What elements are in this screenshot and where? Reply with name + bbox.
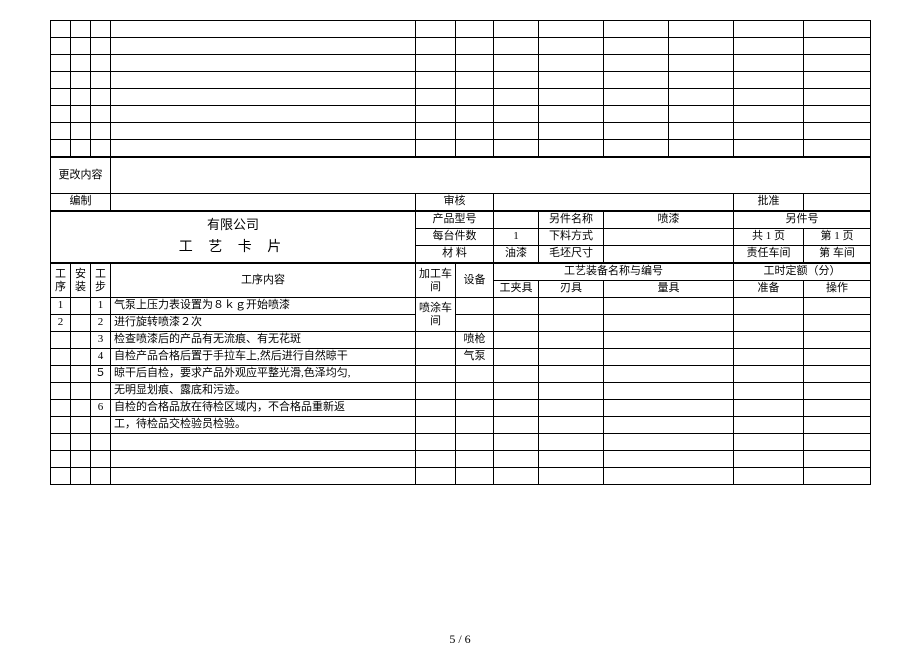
blanking-method-label: 下料方式 bbox=[539, 229, 604, 246]
table-row: 工，待检品交检验员检验。 bbox=[51, 417, 871, 434]
cell-content: 自检产品合格后置于手拉车上,然后进行自然晾干 bbox=[111, 349, 416, 366]
cell-step: 2 bbox=[91, 315, 111, 332]
cell-equipment: 气泵 bbox=[456, 349, 494, 366]
cell-step: 3 bbox=[91, 332, 111, 349]
product-model-value bbox=[494, 212, 539, 229]
hdr-time-quota: 工时定额（分） bbox=[734, 264, 871, 281]
table-row: 4 自检产品合格后置于手拉车上,然后进行自然晾干 气泵 bbox=[51, 349, 871, 366]
prepared-by-label: 编制 bbox=[51, 194, 111, 211]
change-content-label: 更改内容 bbox=[51, 158, 111, 194]
shop-n: 第 车间 bbox=[804, 246, 871, 263]
table-row: 3 检查喷漆后的产品有无流痕、有无花斑 喷枪 bbox=[51, 332, 871, 349]
page-n: 第 1 页 bbox=[804, 229, 871, 246]
card-title: 工 艺 卡 片 bbox=[54, 240, 412, 257]
page-indicator: 5 / 6 bbox=[449, 632, 470, 647]
hdr-fixture: 工夹具 bbox=[494, 281, 539, 298]
material-label: 材 料 bbox=[416, 246, 494, 263]
cell-content: 晾干后自检，要求产品外观应平整光滑,色泽均匀, bbox=[111, 366, 416, 383]
table-row: 6 自检的合格品放在待检区域内，不合格品重新返 bbox=[51, 400, 871, 417]
cell-equipment: 喷枪 bbox=[456, 332, 494, 349]
hdr-workshop: 加工车间 bbox=[416, 264, 456, 298]
approved-by-value bbox=[804, 194, 871, 211]
header-info-table: 有限公司 工 艺 卡 片 产品型号 另件名称 喷漆 另件号 每台件数 1 下料方… bbox=[50, 211, 871, 263]
hdr-equipment: 设备 bbox=[456, 264, 494, 298]
cell-step: ５ bbox=[91, 366, 111, 383]
change-content-value bbox=[111, 158, 871, 194]
other-name-label: 另件名称 bbox=[539, 212, 604, 229]
cell-content: 自检的合格品放在待检区域内，不合格品重新返 bbox=[111, 400, 416, 417]
change-approval-table: 更改内容 编制 审核 批准 bbox=[50, 157, 871, 211]
hdr-proc: 工序 bbox=[51, 264, 71, 298]
cell-equipment bbox=[456, 298, 494, 315]
company-name: 有限公司 bbox=[54, 217, 412, 233]
cell-content: 工，待检品交检验员检验。 bbox=[111, 417, 416, 434]
cell-step: 4 bbox=[91, 349, 111, 366]
total-pages: 共 1 页 bbox=[734, 229, 804, 246]
hdr-content: 工序内容 bbox=[111, 264, 416, 298]
cell-proc: 1 bbox=[51, 298, 71, 315]
process-table: 工序 安装 工步 工序内容 加工车间 设备 工艺装备名称与编号 工时定额（分） … bbox=[50, 263, 871, 485]
other-name-value: 喷漆 bbox=[604, 212, 734, 229]
material-value: 油漆 bbox=[494, 246, 539, 263]
cell-mount bbox=[71, 298, 91, 315]
table-row: 2 2 进行旋转喷漆２次 bbox=[51, 315, 871, 332]
pcs-per-unit-label: 每台件数 bbox=[416, 229, 494, 246]
upper-empty-grid bbox=[50, 20, 871, 157]
table-row bbox=[51, 451, 871, 468]
reviewed-by-label: 审核 bbox=[416, 194, 494, 211]
table-row: ５ 晾干后自检，要求产品外观应平整光滑,色泽均匀, bbox=[51, 366, 871, 383]
pcs-per-unit-value: 1 bbox=[494, 229, 539, 246]
other-number-label: 另件号 bbox=[734, 212, 871, 229]
hdr-cutter: 刃具 bbox=[539, 281, 604, 298]
product-model-label: 产品型号 bbox=[416, 212, 494, 229]
hdr-tooling: 工艺装备名称与编号 bbox=[494, 264, 734, 281]
prepared-by-value bbox=[111, 194, 416, 211]
cell-content: 无明显划痕、露底和污迹。 bbox=[111, 383, 416, 400]
cell-content: 气泵上压力表设置为８ｋｇ开始喷漆 bbox=[111, 298, 416, 315]
blank-size-value bbox=[604, 246, 734, 263]
hdr-step: 工步 bbox=[91, 264, 111, 298]
hdr-mount: 安装 bbox=[71, 264, 91, 298]
cell-workshop: 喷涂车间 bbox=[416, 298, 456, 332]
blank-size-label: 毛坯尺寸 bbox=[539, 246, 604, 263]
cell-step: 6 bbox=[91, 400, 111, 417]
hdr-op: 操作 bbox=[804, 281, 871, 298]
table-row bbox=[51, 468, 871, 485]
responsible-shop-label: 责任车间 bbox=[734, 246, 804, 263]
cell-content: 检查喷漆后的产品有无流痕、有无花斑 bbox=[111, 332, 416, 349]
reviewed-by-value bbox=[494, 194, 734, 211]
table-row bbox=[51, 434, 871, 451]
hdr-prep: 准备 bbox=[734, 281, 804, 298]
table-row: 1 1 气泵上压力表设置为８ｋｇ开始喷漆 喷涂车间 bbox=[51, 298, 871, 315]
cell-proc: 2 bbox=[51, 315, 71, 332]
company-title-cell: 有限公司 工 艺 卡 片 bbox=[51, 212, 416, 263]
approved-by-label: 批准 bbox=[734, 194, 804, 211]
cell-content: 进行旋转喷漆２次 bbox=[111, 315, 416, 332]
hdr-gauge: 量具 bbox=[604, 281, 734, 298]
blanking-method-value bbox=[604, 229, 734, 246]
cell-step: 1 bbox=[91, 298, 111, 315]
table-row: 无明显划痕、露底和污迹。 bbox=[51, 383, 871, 400]
